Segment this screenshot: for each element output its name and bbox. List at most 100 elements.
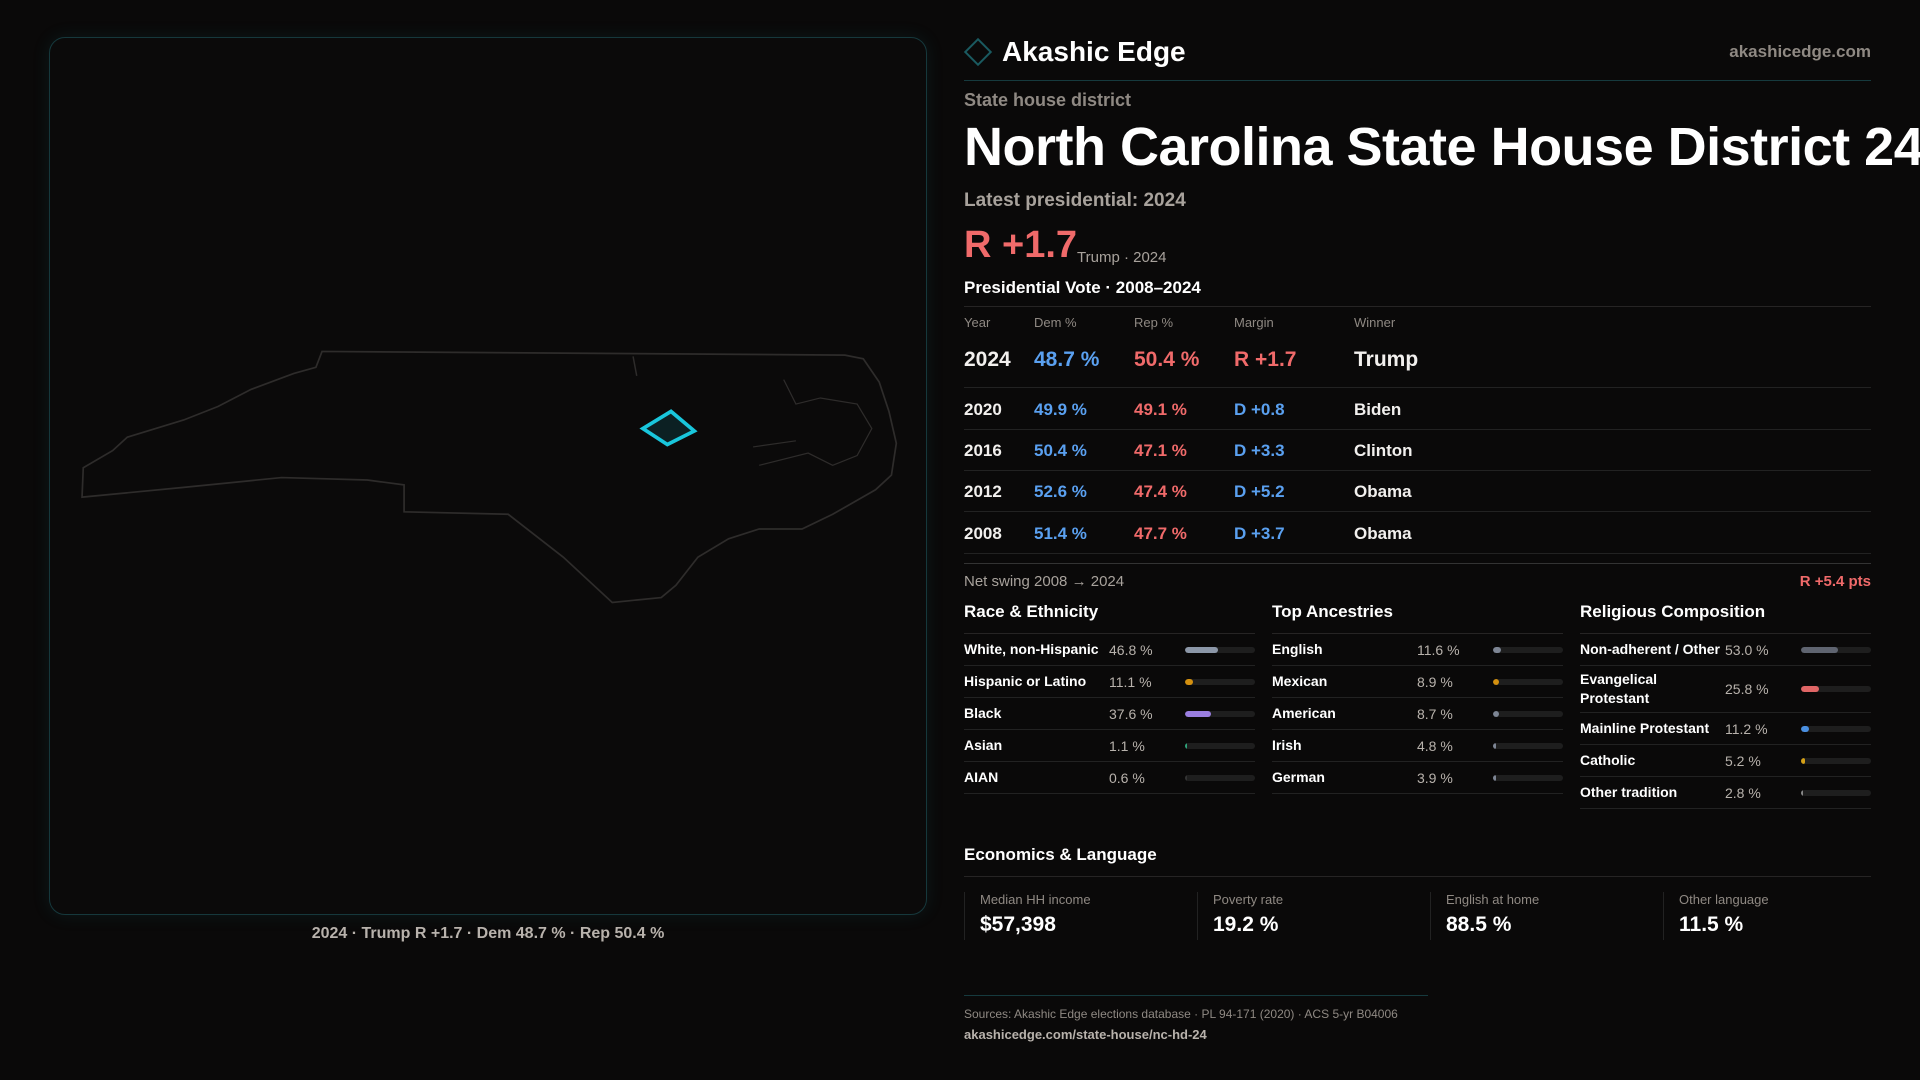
stat-bar (1185, 710, 1255, 717)
state-outline (81, 350, 898, 604)
stat-bar (1185, 774, 1255, 781)
stat-bar (1493, 646, 1563, 653)
page-url[interactable]: akashicedge.com/state-house/nc-hd-24 (964, 1027, 1207, 1042)
cell-year: 2020 (964, 400, 1002, 419)
stat-bar (1185, 742, 1255, 749)
stat-bar (1801, 725, 1871, 732)
stat-row: English 11.6 % (1272, 634, 1563, 666)
stat-bar (1185, 678, 1255, 685)
cell-rep: 47.4 % (1134, 482, 1187, 501)
stat-row: American 8.7 % (1272, 698, 1563, 730)
map-caption: 2024 · Trump R +1.7 · Dem 48.7 % · Rep 5… (311, 925, 665, 942)
stat-label: American (1272, 705, 1336, 721)
stat-bar-fill (1801, 757, 1805, 764)
footer-divider (964, 995, 1428, 996)
stat-bar-fill (1185, 774, 1187, 781)
column-header: Rep % (1134, 315, 1174, 330)
stat-label: Mainline Protestant (1580, 720, 1710, 736)
stat-label: White, non-Hispanic (964, 641, 1099, 657)
stat-value: 5.2 % (1725, 752, 1761, 769)
table-row: 2012 52.6 % 47.4 % D +5.2 Obama (964, 470, 1871, 512)
section-race-ethnicity: Race & Ethnicity White, non-Hispanic 46.8 … (964, 602, 1255, 794)
stat-row: Other tradition 2.8 % (1580, 777, 1871, 809)
section-title: Race & Ethnicity (964, 602, 1255, 634)
stat-value: 46.8 % (1109, 641, 1153, 658)
stat-row: Hispanic or Latino 11.1 % (964, 666, 1255, 698)
econ-value: $57,398 (980, 913, 1056, 936)
stat-bar (1493, 678, 1563, 685)
cell-winner: Clinton (1354, 441, 1413, 460)
econ-label: English at home (1446, 892, 1540, 907)
district-highlight (639, 409, 698, 447)
stat-label: German (1272, 769, 1325, 785)
econ-card: Median HH income $57,398 (964, 892, 1197, 940)
stat-bar (1801, 646, 1871, 653)
stat-value: 37.6 % (1109, 705, 1153, 722)
stat-label: English (1272, 641, 1323, 657)
cell-rep: 49.1 % (1134, 400, 1187, 419)
divider (964, 563, 1871, 564)
econ-value: 88.5 % (1446, 913, 1512, 936)
stat-value: 8.9 % (1417, 673, 1453, 690)
stat-label: Asian (964, 737, 1003, 753)
district-kind: State house district (964, 90, 1132, 110)
stat-bar (1801, 789, 1871, 796)
econ-card: Poverty rate 19.2 % (1197, 892, 1430, 940)
cell-dem: 52.6 % (1034, 482, 1087, 501)
header-divider (964, 80, 1871, 81)
stat-value: 25.8 % (1725, 681, 1769, 697)
stat-bar-fill (1185, 678, 1193, 685)
brand-logo[interactable]: Akashic Edge (963, 36, 1186, 68)
stat-row: Irish 4.8 % (1272, 730, 1563, 762)
stat-value: 11.2 % (1725, 720, 1768, 737)
stat-value: 53.0 % (1725, 641, 1769, 658)
stat-bar-fill (1801, 789, 1803, 796)
stat-bar-fill (1185, 710, 1212, 717)
stat-bar-fill (1801, 646, 1839, 653)
cell-margin: R +1.7 (1234, 348, 1297, 371)
table-row: 2016 50.4 % 47.1 % D +3.3 Clinton (964, 429, 1871, 471)
stat-bar (1493, 710, 1563, 717)
economics-title: Economics & Language (964, 845, 1157, 864)
section-title: Top Ancestries (1272, 602, 1563, 634)
stat-value: 3.9 % (1417, 769, 1453, 786)
stat-label: Black (964, 705, 1002, 721)
divider (964, 306, 1871, 307)
cell-winner: Biden (1354, 400, 1402, 419)
stat-label: AIAN (964, 769, 999, 785)
cell-winner: Obama (1354, 524, 1412, 543)
stat-bar-fill (1493, 774, 1496, 781)
cell-dem: 50.4 % (1034, 441, 1087, 460)
map-panel[interactable] (49, 37, 927, 915)
stat-bar (1801, 757, 1871, 764)
econ-label: Median HH income (980, 892, 1091, 907)
site-link[interactable]: akashicedge.com (1729, 42, 1871, 61)
stat-bar-fill (1493, 678, 1500, 685)
cell-margin: D +5.2 (1234, 482, 1285, 501)
cell-dem: 49.9 % (1034, 400, 1087, 419)
stat-bar-fill (1185, 742, 1187, 749)
cell-dem: 48.7 % (1034, 348, 1100, 371)
stat-bar (1801, 686, 1871, 692)
stat-row: Mexican 8.9 % (1272, 666, 1563, 698)
stat-bar (1185, 646, 1255, 653)
stat-row: Non-adherent / Other 53.0 % (1580, 634, 1871, 666)
econ-label: Other language (1679, 892, 1769, 907)
cell-margin: D +0.8 (1234, 400, 1285, 419)
net-swing-label: Net swing 2008 → 2024 (964, 573, 1125, 590)
stat-row: Black 37.6 % (964, 698, 1255, 730)
net-swing-value: R +5.4 pts (1799, 573, 1871, 590)
cell-year: 2016 (964, 441, 1002, 460)
stat-bar-fill (1493, 742, 1497, 749)
stat-label: Irish (1272, 737, 1302, 753)
column-header: Margin (1234, 315, 1274, 330)
cell-margin: D +3.3 (1234, 441, 1285, 460)
stat-row: Evangelical Protestant 25.8 % (1580, 666, 1871, 713)
stat-row: White, non-Hispanic 46.8 % (964, 634, 1255, 666)
latest-presidential: Latest presidential: 2024 (964, 190, 1186, 211)
stat-bar-fill (1801, 686, 1820, 692)
stat-value: 0.6 % (1109, 769, 1145, 786)
sources: Sources: Akashic Edge elections database… (964, 1007, 1398, 1021)
stat-bar-fill (1493, 710, 1500, 717)
table-row: 2020 49.9 % 49.1 % D +0.8 Biden (964, 388, 1871, 430)
